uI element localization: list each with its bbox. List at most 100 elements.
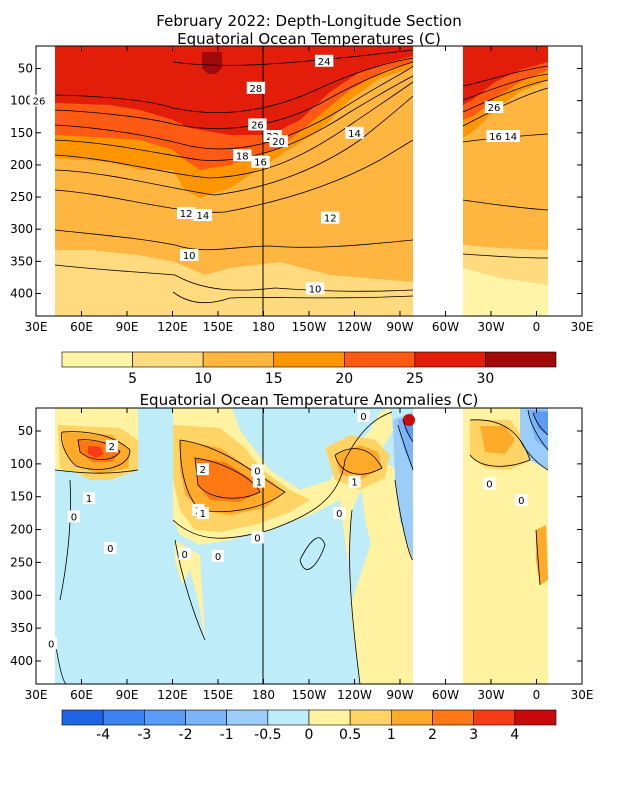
temperature-chart-title: Equatorial Ocean Temperatures (C) <box>177 30 441 48</box>
anom-1-2-atlantic <box>480 426 515 454</box>
contour-label-bg <box>105 440 118 453</box>
y-tick-label: 350 <box>10 254 33 268</box>
anom-pos-deep-central <box>175 540 205 640</box>
x-tick-label: 150E <box>203 320 234 334</box>
contour-label: 0 <box>486 480 492 491</box>
x-tick-label: 60W <box>432 688 459 702</box>
x-tick-label: 60E <box>70 688 93 702</box>
x-tick-label: 90W <box>386 688 413 702</box>
contour-label-bg <box>305 282 325 295</box>
temp-band-5-10 <box>55 250 413 316</box>
colorbar-label: 0 <box>305 727 314 743</box>
anom-hot-spot <box>403 414 415 426</box>
colorbar-swatch <box>267 709 310 726</box>
contour-label: 2 <box>200 465 206 476</box>
contour-label: 0 <box>107 544 113 555</box>
contour-label: 1 <box>200 509 206 520</box>
x-tick-label: 150E <box>203 688 234 702</box>
colorbar-label: 30 <box>477 371 495 387</box>
contour-label-bg <box>483 477 496 490</box>
contour-label-bg <box>251 464 264 477</box>
contour-label-bg <box>67 510 81 523</box>
colorbar-swatch <box>132 351 204 368</box>
colorbar-label: 3 <box>469 727 478 743</box>
anomaly-colorbar: -4 -3 -2 -1 -0.5 0 0.5 1 2 3 4 <box>61 709 557 743</box>
contour-label-bg <box>484 101 504 114</box>
contour-label-bg <box>486 130 505 142</box>
colorbar-swatch <box>473 709 516 726</box>
temp-contours <box>54 49 549 304</box>
contour-label-bg <box>345 126 364 139</box>
colorbar-swatch <box>308 709 351 726</box>
contour-label-bg <box>179 248 199 261</box>
y-tick-label: 400 <box>10 654 33 668</box>
contour-label: 16 <box>489 132 502 143</box>
contour-label-bg <box>176 207 196 220</box>
colorbar-label: 25 <box>406 371 424 387</box>
x-tick-label: 30W <box>477 320 504 334</box>
contour-label-bg <box>45 637 58 650</box>
x-tick-label: 120W <box>337 320 372 334</box>
colorbar-swatch <box>343 351 416 368</box>
colorbar-label: 0.5 <box>339 727 361 743</box>
contour-label: 2 <box>109 442 115 453</box>
contour-label-bg <box>333 507 346 520</box>
anom-2-3-central <box>195 458 260 502</box>
anom-neg-atlantic-3 <box>533 412 548 435</box>
x-tick-label: 180 <box>252 688 275 702</box>
x-tick-label: 90E <box>116 320 139 334</box>
contour-label: 12 <box>324 214 337 225</box>
anomaly-chart-title: Equatorial Ocean Temperature Anomalies (… <box>140 391 479 409</box>
y-tick-label: 100 <box>10 457 33 471</box>
x-tick-label: 120E <box>157 688 188 702</box>
contour-label: 1 <box>86 494 92 505</box>
contour-label: 0 <box>181 550 187 561</box>
contour-label: 0 <box>360 412 366 423</box>
colorbar-swatch <box>202 351 275 368</box>
x-tick-label: 0 <box>533 688 541 702</box>
contour-label-bg <box>314 54 334 67</box>
x-tick-label: 30E <box>25 320 48 334</box>
contour-label-bg <box>82 492 96 505</box>
contour-label: 1 <box>256 478 262 489</box>
contour-label: 26 <box>488 103 501 114</box>
x-tick-label: 60W <box>432 320 459 334</box>
x-tick-label: 60E <box>70 320 93 334</box>
contour-label-bg <box>196 507 209 520</box>
contour-label: 14 <box>196 211 209 222</box>
contour-label: 0 <box>48 639 54 650</box>
contour-label-bg <box>251 155 270 168</box>
colorbar-label: -2 <box>179 727 193 743</box>
contour-label-bg <box>252 475 266 488</box>
colorbar-label: 1 <box>387 727 396 743</box>
colorbar-swatch <box>61 351 133 368</box>
contour-label-bg <box>269 135 288 148</box>
y-tick-label: 400 <box>10 287 33 301</box>
y-tick-label: 150 <box>10 490 33 504</box>
contour-label: 0 <box>254 533 260 544</box>
x-tick-label: 180 <box>252 320 275 334</box>
colorbar-label: -3 <box>137 727 151 743</box>
y-tick-label: 350 <box>10 621 33 635</box>
contour-label: 1 <box>351 478 357 489</box>
colorbar-swatch <box>514 709 557 726</box>
colorbar-label: -1 <box>220 727 234 743</box>
y-tick-label: 150 <box>10 126 33 140</box>
y-tick-label: 250 <box>10 190 33 204</box>
anom-3-4-west <box>88 446 104 458</box>
contour-label: 0 <box>254 466 260 477</box>
contour-label: 24 <box>318 57 331 68</box>
colorbar-swatch <box>102 709 145 726</box>
temp-band-25-30 <box>55 46 413 135</box>
contour-label-bg <box>357 409 370 422</box>
contour-label: 14 <box>348 129 361 140</box>
temperature-axis-ticks: 30E 60E 90E 120E 150E 180 150W 120W 90W 60W 30W 0 30… <box>10 46 593 334</box>
colorbar-label: -0.5 <box>254 727 281 743</box>
contour-label: 28 <box>250 84 263 95</box>
colorbar-label: -4 <box>96 727 110 743</box>
contour-label: 0 <box>215 552 221 563</box>
temperature-colorbar: 5 10 15 20 25 30 <box>61 351 557 387</box>
colorbar-swatch <box>349 709 392 726</box>
x-tick-label: 30E <box>25 688 48 702</box>
